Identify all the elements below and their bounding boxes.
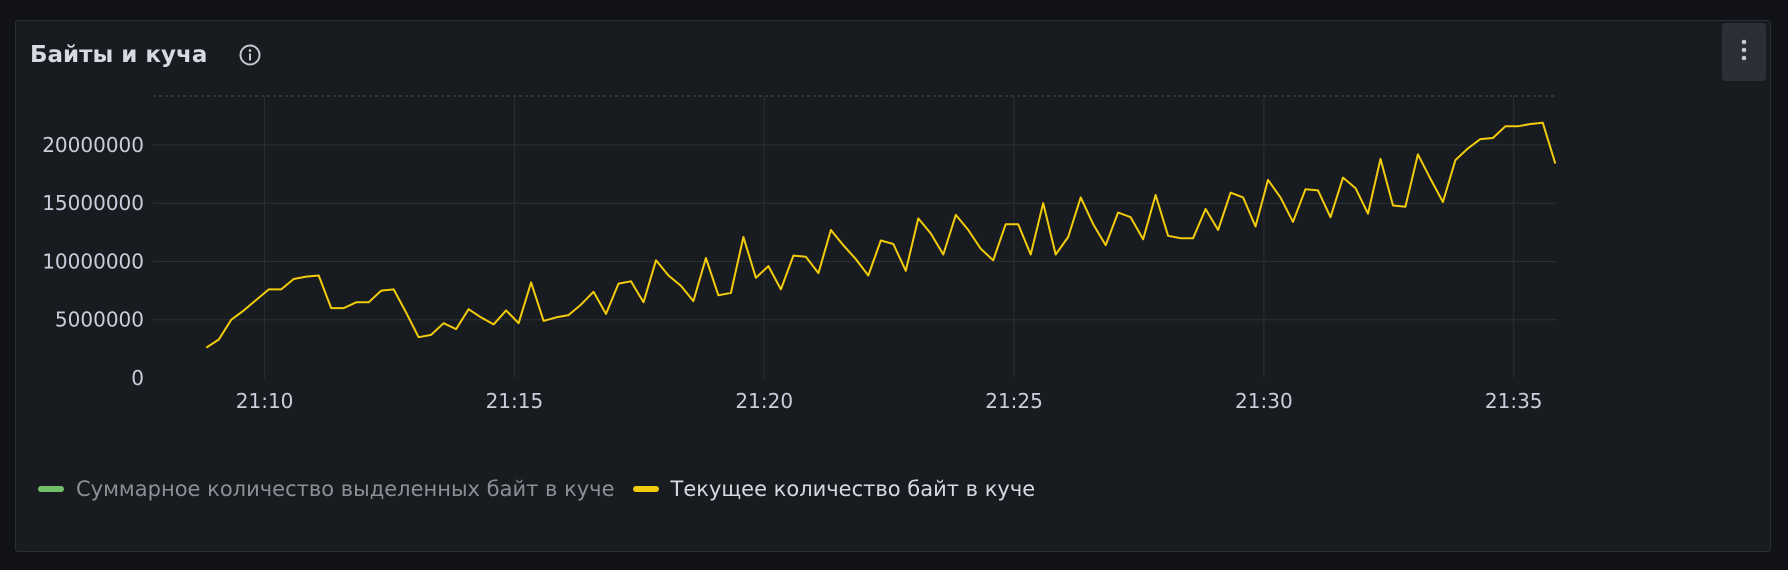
y-tick-label: 20000000 xyxy=(42,133,144,157)
series-line-current-heap xyxy=(205,121,1557,349)
legend-label: Текущее количество байт в куче xyxy=(670,477,1036,501)
x-tick-label: 21:25 xyxy=(985,389,1043,413)
chart-legend: Суммарное количество выделенных байт в к… xyxy=(38,477,1053,501)
y-tick-label: 0 xyxy=(131,366,144,390)
info-circle-icon[interactable] xyxy=(237,42,263,68)
y-tick-label: 5000000 xyxy=(55,308,144,332)
y-tick-label: 15000000 xyxy=(42,191,144,215)
panel-header: Байты и куча xyxy=(30,35,263,75)
x-tick-label: 21:10 xyxy=(236,389,294,413)
legend-item-total-allocated[interactable]: Суммарное количество выделенных байт в к… xyxy=(38,477,615,501)
panel-title: Байты и куча xyxy=(30,42,208,68)
legend-swatch xyxy=(632,486,659,492)
y-tick-label: 10000000 xyxy=(42,249,144,273)
x-tick-label: 21:15 xyxy=(486,389,544,413)
kebab-menu-icon xyxy=(1741,38,1747,66)
x-tick-label: 21:20 xyxy=(735,389,793,413)
panel: Байты и куча 0 5000000 10000000 15000000 200… xyxy=(15,20,1771,552)
legend-label: Суммарное количество выделенных байт в к… xyxy=(76,477,615,501)
time-series-chart[interactable]: 0 5000000 10000000 15000000 20000000 21:10 21:… xyxy=(16,21,1772,481)
panel-menu-button[interactable] xyxy=(1722,23,1766,81)
x-tick-label: 21:35 xyxy=(1485,389,1543,413)
x-tick-label: 21:30 xyxy=(1235,389,1293,413)
legend-item-current-heap[interactable]: Текущее количество байт в куче xyxy=(632,477,1036,501)
legend-swatch xyxy=(38,486,64,492)
